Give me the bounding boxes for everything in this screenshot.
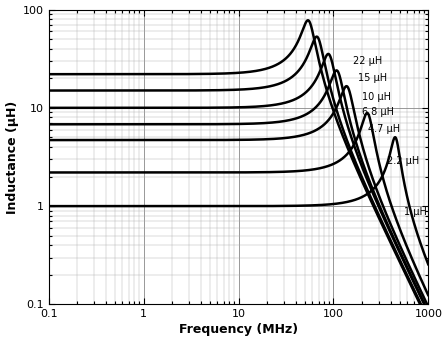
Text: 15 μH: 15 μH [358, 73, 387, 83]
Text: 4.7 μH: 4.7 μH [368, 124, 400, 134]
X-axis label: Frequency (MHz): Frequency (MHz) [179, 324, 298, 337]
Text: 2.2 μH: 2.2 μH [388, 156, 420, 167]
Text: 6.8 μH: 6.8 μH [362, 107, 394, 117]
Text: 10 μH: 10 μH [362, 92, 391, 102]
Text: 22 μH: 22 μH [353, 56, 382, 66]
Text: 1 μH: 1 μH [404, 207, 426, 216]
Y-axis label: Inductance (μH): Inductance (μH) [5, 100, 18, 214]
